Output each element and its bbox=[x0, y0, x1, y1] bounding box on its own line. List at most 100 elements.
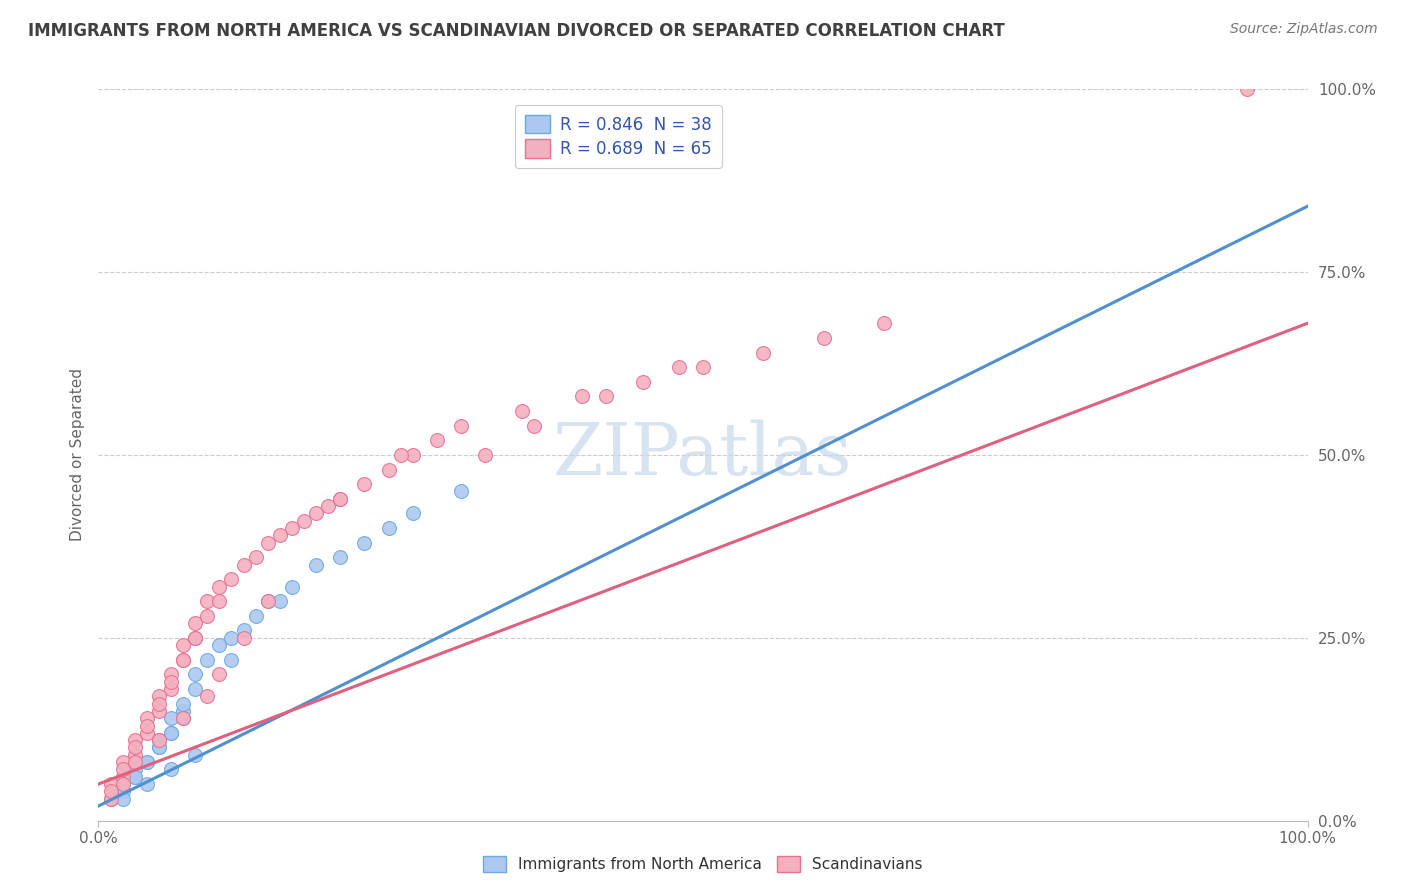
Point bbox=[256, 535, 278, 549]
Point bbox=[100, 777, 122, 791]
Point bbox=[124, 770, 146, 784]
Point bbox=[450, 484, 472, 499]
Point bbox=[160, 726, 183, 740]
Point bbox=[474, 448, 496, 462]
Point bbox=[148, 704, 170, 718]
Point bbox=[377, 462, 399, 476]
Point bbox=[184, 616, 207, 631]
Point bbox=[111, 791, 134, 805]
Point bbox=[111, 777, 134, 791]
Point bbox=[111, 784, 134, 798]
Point bbox=[221, 631, 243, 645]
Point bbox=[172, 704, 194, 718]
Point bbox=[269, 594, 291, 608]
Point bbox=[148, 697, 170, 711]
Point bbox=[124, 763, 146, 777]
Point bbox=[124, 747, 146, 762]
Point bbox=[450, 418, 472, 433]
Point bbox=[389, 448, 412, 462]
Point bbox=[195, 653, 218, 667]
Point bbox=[329, 550, 352, 565]
Point bbox=[752, 345, 775, 359]
Point bbox=[195, 594, 218, 608]
Point bbox=[208, 667, 231, 681]
Point bbox=[148, 740, 170, 755]
Point bbox=[160, 726, 183, 740]
Point bbox=[124, 755, 146, 769]
Point bbox=[160, 711, 183, 725]
Point bbox=[510, 404, 533, 418]
Legend: Immigrants from North America, Scandinavians: Immigrants from North America, Scandinav… bbox=[475, 848, 931, 880]
Point bbox=[245, 550, 267, 565]
Point bbox=[256, 594, 278, 608]
Point bbox=[135, 718, 157, 732]
Point bbox=[281, 521, 304, 535]
Point bbox=[292, 514, 315, 528]
Point bbox=[426, 434, 449, 448]
Point bbox=[402, 448, 425, 462]
Point bbox=[221, 572, 243, 586]
Point bbox=[184, 681, 207, 696]
Point bbox=[184, 631, 207, 645]
Point bbox=[571, 389, 593, 403]
Point bbox=[160, 667, 183, 681]
Point bbox=[184, 667, 207, 681]
Point bbox=[111, 755, 134, 769]
Point bbox=[100, 791, 122, 805]
Point bbox=[100, 784, 122, 798]
Point bbox=[232, 624, 254, 638]
Point bbox=[172, 711, 194, 725]
Point bbox=[195, 690, 218, 704]
Point bbox=[873, 316, 896, 330]
Point bbox=[523, 418, 546, 433]
Text: Source: ZipAtlas.com: Source: ZipAtlas.com bbox=[1230, 22, 1378, 37]
Point bbox=[148, 690, 170, 704]
Point bbox=[305, 507, 328, 521]
Point bbox=[172, 711, 194, 725]
Point bbox=[184, 631, 207, 645]
Text: ZIPatlas: ZIPatlas bbox=[553, 419, 853, 491]
Point bbox=[305, 558, 328, 572]
Text: IMMIGRANTS FROM NORTH AMERICA VS SCANDINAVIAN DIVORCED OR SEPARATED CORRELATION : IMMIGRANTS FROM NORTH AMERICA VS SCANDIN… bbox=[28, 22, 1005, 40]
Y-axis label: Divorced or Separated: Divorced or Separated bbox=[69, 368, 84, 541]
Point bbox=[668, 360, 690, 375]
Point bbox=[377, 521, 399, 535]
Point bbox=[195, 608, 218, 623]
Point bbox=[148, 733, 170, 747]
Point bbox=[100, 791, 122, 805]
Point bbox=[402, 507, 425, 521]
Point bbox=[813, 331, 835, 345]
Point bbox=[595, 389, 617, 403]
Point bbox=[232, 631, 254, 645]
Point bbox=[1236, 82, 1258, 96]
Point bbox=[221, 653, 243, 667]
Point bbox=[256, 594, 278, 608]
Point bbox=[692, 360, 714, 375]
Point bbox=[148, 740, 170, 755]
Point bbox=[208, 638, 231, 652]
Point bbox=[208, 580, 231, 594]
Point bbox=[172, 653, 194, 667]
Point bbox=[281, 580, 304, 594]
Point bbox=[329, 491, 352, 506]
Point bbox=[172, 638, 194, 652]
Point bbox=[148, 733, 170, 747]
Point bbox=[135, 755, 157, 769]
Point bbox=[329, 491, 352, 506]
Point bbox=[135, 777, 157, 791]
Point bbox=[160, 763, 183, 777]
Point bbox=[111, 777, 134, 791]
Point bbox=[124, 740, 146, 755]
Point bbox=[111, 763, 134, 777]
Point bbox=[269, 528, 291, 542]
Point bbox=[111, 770, 134, 784]
Point bbox=[135, 711, 157, 725]
Point bbox=[160, 681, 183, 696]
Point bbox=[124, 733, 146, 747]
Legend: R = 0.846  N = 38, R = 0.689  N = 65: R = 0.846 N = 38, R = 0.689 N = 65 bbox=[515, 105, 721, 168]
Point bbox=[172, 653, 194, 667]
Point bbox=[208, 594, 231, 608]
Point bbox=[172, 697, 194, 711]
Point bbox=[160, 674, 183, 689]
Point bbox=[353, 477, 375, 491]
